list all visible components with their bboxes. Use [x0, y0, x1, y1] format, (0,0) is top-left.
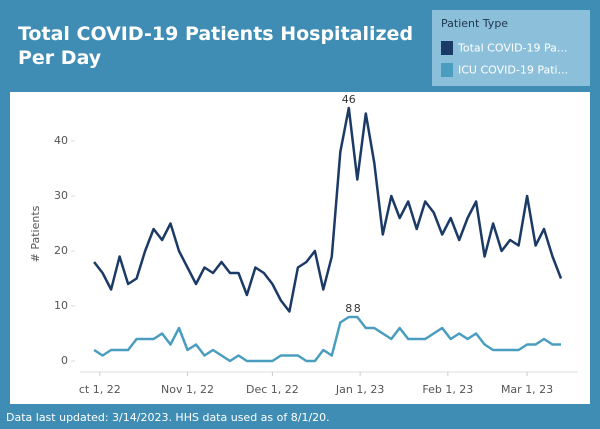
y-tick-label: 0: [61, 354, 68, 367]
chart-title: Total COVID-19 Patients Hospitalized Per…: [18, 23, 414, 69]
legend-swatch: [441, 41, 453, 55]
legend-item: ICU COVID-19 Pati...: [441, 63, 568, 79]
series-line: [93, 106, 563, 313]
legend-label: ICU COVID-19 Pati...: [458, 63, 569, 77]
y-axis-label: # Patients: [29, 205, 42, 262]
y-tick-label: 20: [54, 244, 68, 257]
legend-label: Total COVID-19 Pa...: [458, 41, 568, 55]
y-tick-label: 10: [54, 299, 68, 312]
x-tick-label: Dec 1, 22: [246, 383, 299, 396]
legend-title: Patient Type: [441, 17, 509, 30]
data-label: 8: [354, 302, 361, 315]
series-line: [93, 315, 561, 363]
data-label: 46: [342, 93, 356, 106]
data-label: 8: [345, 302, 352, 315]
y-tick-label: 40: [54, 134, 68, 147]
chart: # Patients 0 10 20 30 40 ct 1, 22 Nov 1, 22 Dec…: [10, 92, 590, 404]
x-tick-label: Mar 1, 23: [501, 383, 553, 396]
y-tick-label: 30: [54, 189, 68, 202]
x-tick-label: Feb 1, 23: [422, 383, 473, 396]
x-tick-label: ct 1, 22: [79, 383, 121, 396]
legend-swatch: [441, 63, 453, 77]
legend-item: Total COVID-19 Pa...: [441, 41, 567, 57]
x-tick-label: Nov 1, 22: [161, 383, 214, 396]
x-tick-label: Jan 1, 23: [335, 383, 384, 396]
legend: Patient Type Total COVID-19 Pa... ICU COV…: [432, 10, 590, 86]
footer: Data last updated: 3/14/2023. HHS data u…: [6, 411, 330, 424]
